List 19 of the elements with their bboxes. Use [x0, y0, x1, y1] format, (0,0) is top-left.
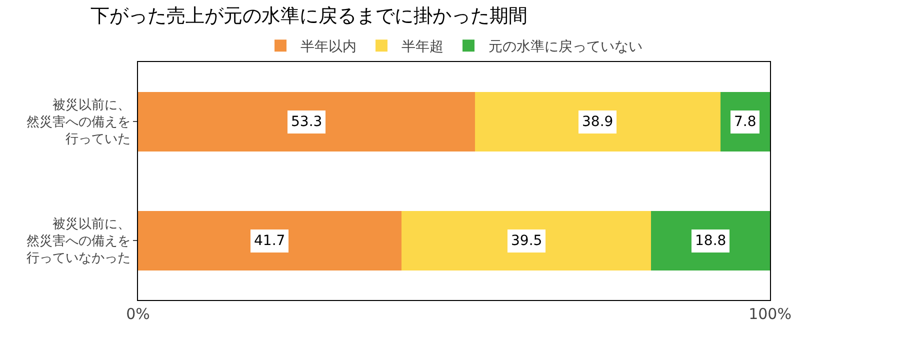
legend-label: 半年超 [402, 39, 444, 56]
data-label: 39.5 [511, 233, 542, 249]
y-tick-label: 被災以前に、然災害への備えを行っていた [26, 98, 130, 147]
legend-label: 半年以内 [300, 39, 356, 56]
data-label: 53.3 [291, 114, 322, 130]
y-tick-label: 被災以前に、然災害への備えを行っていなかった [26, 217, 130, 266]
bar [138, 210, 402, 270]
data-label: 18.8 [695, 233, 726, 249]
data-label: 38.9 [582, 114, 614, 130]
data-label: 7.8 [734, 114, 756, 130]
x-tick-label: 0% [126, 305, 150, 323]
x-tick-label: 100% [748, 305, 792, 323]
bar [651, 210, 770, 270]
bar [474, 92, 721, 152]
bar [138, 92, 475, 152]
legend-label: 元の水準に戻っていない [488, 39, 642, 56]
data-label: 41.7 [254, 233, 286, 249]
bar [402, 210, 652, 270]
chart-title: 下がった売上が元の水準に戻るまでに掛かった期間 [90, 5, 528, 27]
